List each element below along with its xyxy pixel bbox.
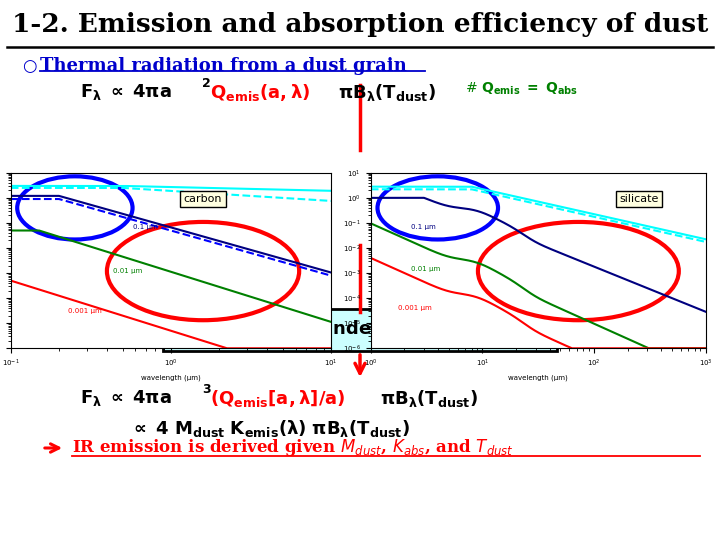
X-axis label: wavelength (μm): wavelength (μm) [141,375,201,381]
FancyBboxPatch shape [163,309,557,351]
Text: 0.01 μm: 0.01 μm [411,266,440,272]
Text: 0.1 μm: 0.1 μm [132,224,157,230]
Text: $\#\ \mathbf{Q_{emis}\ =\ Q_{abs}}$: $\#\ \mathbf{Q_{emis}\ =\ Q_{abs}}$ [465,81,578,97]
Text: 0.001 μm: 0.001 μm [397,305,431,310]
Text: $\mathbf{F_\lambda\ \propto\ 4\pi a}$: $\mathbf{F_\lambda\ \propto\ 4\pi a}$ [80,388,172,408]
Text: Thermal radiation from a dust grain: Thermal radiation from a dust grain [40,57,407,75]
X-axis label: wavelength (μm): wavelength (μm) [508,375,568,381]
Text: $(Q_{emis}/a)\ \mathbf{is\ independent\ of\ }a$: $(Q_{emis}/a)\ \mathbf{is\ independent\ … [222,318,498,340]
Text: carbon: carbon [184,194,222,204]
Text: 0.1 μm: 0.1 μm [411,224,436,230]
Text: $\mathbf{Q_{emis}(a,\lambda)}$: $\mathbf{Q_{emis}(a,\lambda)}$ [210,82,310,103]
Text: $\mathbf{\propto\ 4\ M_{dust}\ K_{emis}(\lambda)\ \pi B_\lambda(T_{dust})}$: $\mathbf{\propto\ 4\ M_{dust}\ K_{emis}(… [130,418,410,439]
Text: $\mathbf{\pi B_\lambda(T_{dust})}$: $\mathbf{\pi B_\lambda(T_{dust})}$ [338,82,436,103]
Text: silicate: silicate [619,194,658,204]
Text: $\mathbf{(Q_{emis}[a,\lambda]/a)}$: $\mathbf{(Q_{emis}[a,\lambda]/a)}$ [210,388,346,409]
Text: 2: 2 [202,77,211,90]
Text: ○: ○ [22,57,37,75]
Text: IR emission is derived given $M_{dust}$, $K_{abs}$, and $T_{dust}$: IR emission is derived given $M_{dust}$,… [72,436,514,457]
Text: $\mathbf{F_\lambda\ \propto\ 4\pi a}$: $\mathbf{F_\lambda\ \propto\ 4\pi a}$ [80,82,172,102]
Text: 1-2. Emission and absorption efficiency of dust: 1-2. Emission and absorption efficiency … [12,12,708,37]
Text: 0.01 μm: 0.01 μm [113,268,143,274]
Text: $\mathbf{\pi B_\lambda(T_{dust})}$: $\mathbf{\pi B_\lambda(T_{dust})}$ [380,388,478,409]
Text: 3: 3 [202,383,211,396]
Text: 0.001 μm: 0.001 μm [68,308,102,314]
